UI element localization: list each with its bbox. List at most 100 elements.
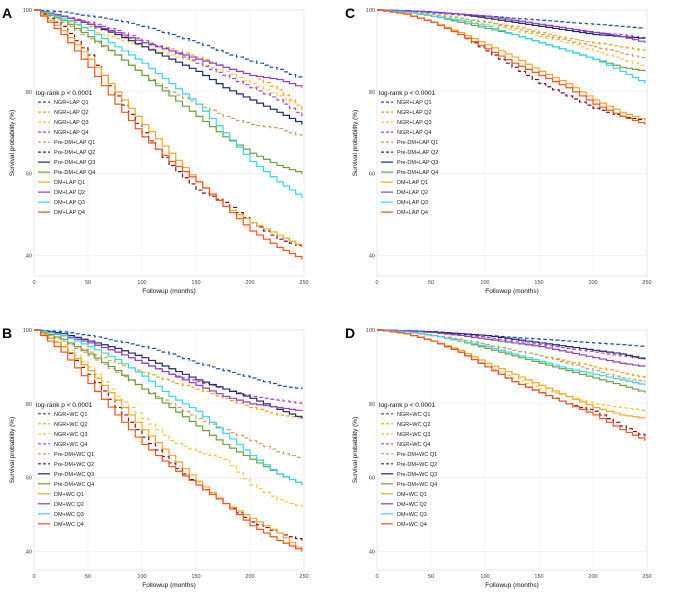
logrank-annotation: log-rank p < 0.0001 xyxy=(379,402,436,409)
series-line xyxy=(34,329,303,419)
x-tick-label: 100 xyxy=(480,280,489,286)
legend-label: NGR+WC Q4 xyxy=(54,442,87,448)
legend-label: DM+LAP Q3 xyxy=(397,200,428,206)
series-line xyxy=(377,9,646,125)
x-tick-label: 50 xyxy=(85,574,91,580)
series-line xyxy=(377,9,646,68)
logrank-annotation: log-rank p < 0.0001 xyxy=(36,90,93,97)
series-line xyxy=(34,329,303,390)
legend-label: Pre-DM+WC Q4 xyxy=(397,482,437,488)
y-tick-label: 80 xyxy=(369,402,375,408)
y-tick-label: 100 xyxy=(366,328,375,334)
series-line xyxy=(377,329,646,382)
legend-label: Pre-DM+LAP Q1 xyxy=(54,140,95,146)
panel-d: D 0 50 100 150 200 250 40 60 80 100 Followup (month… xyxy=(345,325,652,589)
legend-label: Pre-DM+LAP Q3 xyxy=(54,160,95,166)
panel-letter: A xyxy=(2,5,12,21)
legend-label: Pre-DM+LAP Q4 xyxy=(397,170,438,176)
x-axis-title: Followup (months) xyxy=(142,582,195,589)
series-line xyxy=(34,329,303,508)
legend-label: DM+LAP Q1 xyxy=(397,180,428,186)
y-tick-label: 80 xyxy=(369,90,375,96)
x-tick-label: 150 xyxy=(191,280,200,286)
panel-b: B 0 50 100 150 200 250 40 60 80 100 Followup (month… xyxy=(2,325,309,589)
y-tick-label: 80 xyxy=(26,402,32,408)
legend-label: DM+WC Q2 xyxy=(397,502,427,508)
x-tick-label: 100 xyxy=(480,574,489,580)
x-tick-label: 200 xyxy=(588,280,597,286)
x-tick-label: 100 xyxy=(137,280,146,286)
series-line xyxy=(377,329,646,386)
legend-label: Pre-DM+WC Q3 xyxy=(397,472,437,478)
legend-label: NGR+WC Q2 xyxy=(397,422,430,428)
x-tick-label: 200 xyxy=(588,574,597,580)
series-line xyxy=(34,9,303,80)
y-tick-label: 80 xyxy=(26,90,32,96)
legend-label: Pre-DM+LAP Q3 xyxy=(397,160,438,166)
logrank-annotation: log-rank p < 0.0001 xyxy=(36,402,93,409)
legend-label: Pre-DM+WC Q3 xyxy=(54,472,94,478)
series-line xyxy=(34,329,303,412)
panel-letter: C xyxy=(345,5,355,21)
legend-label: Pre-DM+WC Q2 xyxy=(397,462,437,468)
series-line xyxy=(377,329,646,441)
logrank-annotation: log-rank p < 0.0001 xyxy=(379,90,436,97)
legend-label: Pre-DM+LAP Q2 xyxy=(54,150,95,156)
legend-label: NGR+WC Q3 xyxy=(397,432,430,438)
legend-label: NGR+WC Q4 xyxy=(397,442,430,448)
legend-label: DM+LAP Q2 xyxy=(397,190,428,196)
legend-label: NGR+LAP Q1 xyxy=(397,100,432,106)
legend-label: DM+WC Q4 xyxy=(397,522,427,528)
series-line xyxy=(377,9,646,121)
y-axis-title: Survival probability (%) xyxy=(352,417,359,483)
series-line xyxy=(34,9,303,111)
panel-letter: B xyxy=(2,325,12,341)
series-line xyxy=(34,9,303,248)
x-tick-label: 0 xyxy=(32,574,35,580)
series-line xyxy=(377,9,646,84)
x-axis-title: Followup (months) xyxy=(142,288,195,295)
panel-a: A 0 50 100 150 200 250 40 60 80 100 Followup (month… xyxy=(2,5,309,295)
legend-label: DM+WC Q2 xyxy=(54,502,84,508)
x-tick-label: 200 xyxy=(245,574,254,580)
x-axis-title: Followup (months) xyxy=(485,288,538,295)
legend-label: DM+WC Q3 xyxy=(397,512,427,518)
legend-label: NGR+WC Q1 xyxy=(54,412,87,418)
y-tick-label: 60 xyxy=(369,476,375,482)
legend-label: NGR+LAP Q3 xyxy=(397,120,432,126)
legend-label: NGR+WC Q3 xyxy=(54,432,87,438)
x-tick-label: 250 xyxy=(642,280,651,286)
y-tick-label: 100 xyxy=(23,328,32,334)
y-tick-label: 60 xyxy=(26,172,32,178)
y-tick-label: 60 xyxy=(26,476,32,482)
y-tick-label: 100 xyxy=(23,8,32,14)
legend-label: Pre-DM+LAP Q2 xyxy=(397,150,438,156)
legend-label: DM+WC Q3 xyxy=(54,512,84,518)
legend-label: DM+LAP Q4 xyxy=(54,210,85,216)
legend-label: Pre-DM+LAP Q4 xyxy=(54,170,95,176)
legend-label: DM+LAP Q2 xyxy=(54,190,85,196)
legend-label: NGR+WC Q2 xyxy=(54,422,87,428)
series-line xyxy=(377,9,646,60)
x-tick-label: 200 xyxy=(245,280,254,286)
series-line xyxy=(34,9,303,260)
x-tick-label: 150 xyxy=(191,574,200,580)
y-tick-label: 100 xyxy=(366,8,375,14)
legend-label: DM+WC Q1 xyxy=(397,492,427,498)
legend-label: Pre-DM+WC Q1 xyxy=(397,452,437,458)
legend-label: NGR+WC Q1 xyxy=(397,412,430,418)
legend-label: Pre-DM+WC Q4 xyxy=(54,482,94,488)
legend-label: Pre-DM+LAP Q1 xyxy=(397,140,438,146)
legend-label: NGR+LAP Q4 xyxy=(54,130,89,136)
legend-label: Pre-DM+WC Q1 xyxy=(54,452,94,458)
panel-letter: D xyxy=(345,325,355,341)
x-tick-label: 250 xyxy=(642,574,651,580)
legend-label: DM+WC Q1 xyxy=(54,492,84,498)
series-line xyxy=(34,329,303,419)
series-line xyxy=(34,9,303,248)
legend-label: NGR+LAP Q2 xyxy=(54,110,89,116)
x-axis-title: Followup (months) xyxy=(485,582,538,589)
series-line xyxy=(377,329,646,367)
x-tick-label: 150 xyxy=(534,280,543,286)
